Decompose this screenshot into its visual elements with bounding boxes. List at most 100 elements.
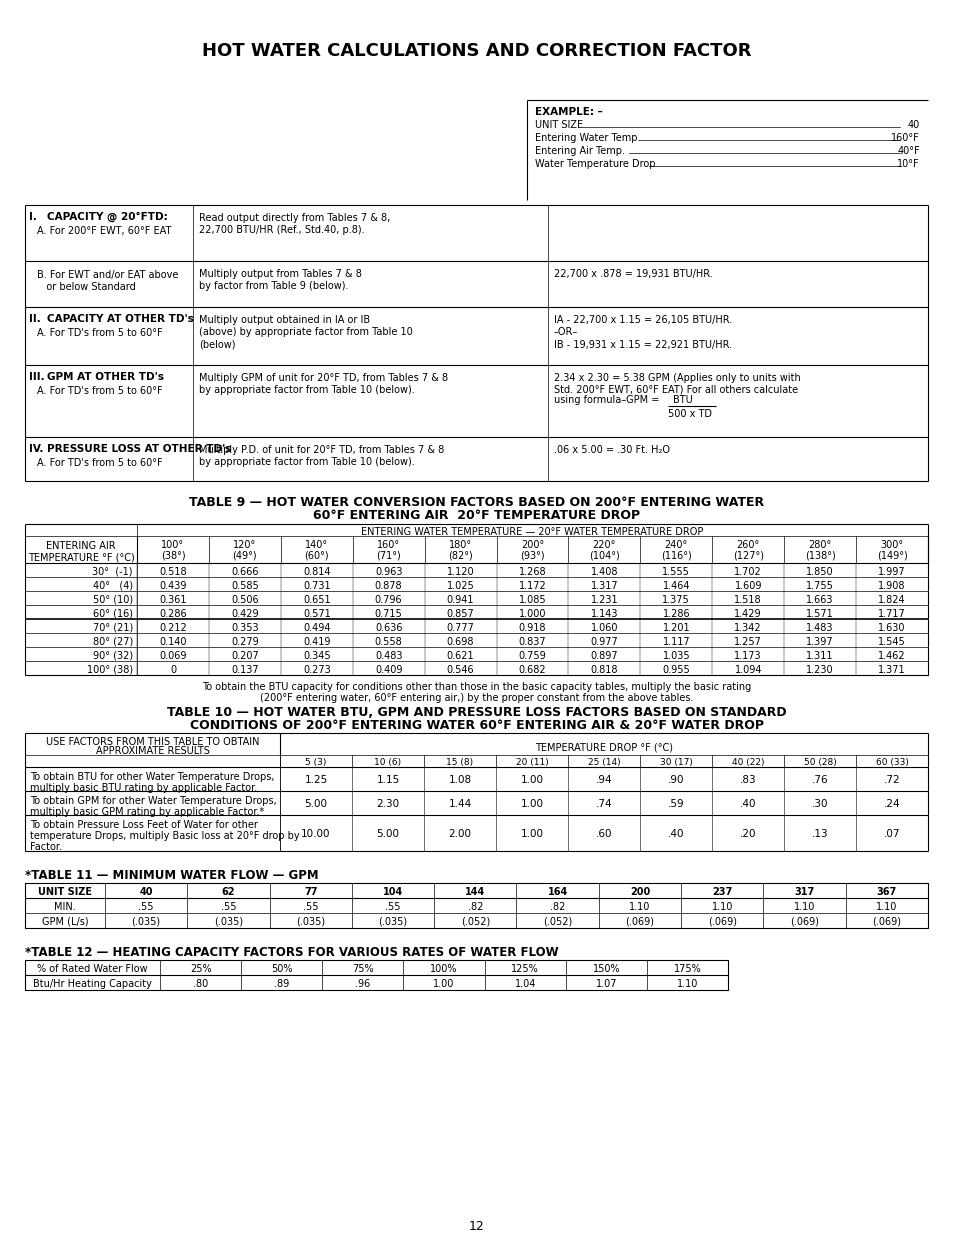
Text: USE FACTORS FROM THIS TABLE TO OBTAIN: USE FACTORS FROM THIS TABLE TO OBTAIN	[46, 737, 259, 747]
Text: (.069): (.069)	[871, 918, 901, 927]
Text: using formula–GPM =: using formula–GPM =	[554, 395, 659, 405]
Text: 500 x TD: 500 x TD	[667, 409, 711, 419]
Text: 1.173: 1.173	[734, 651, 761, 661]
Text: (127°): (127°)	[732, 551, 763, 561]
Text: 125%: 125%	[511, 965, 538, 974]
Text: .55: .55	[303, 902, 318, 911]
Text: 1.000: 1.000	[518, 609, 546, 619]
Text: 20 (11): 20 (11)	[515, 758, 548, 767]
Text: .40: .40	[667, 829, 683, 839]
Text: 0.585: 0.585	[231, 580, 258, 592]
Text: I.: I.	[29, 212, 37, 222]
Text: 1.230: 1.230	[805, 664, 833, 676]
Text: 1.375: 1.375	[661, 595, 689, 605]
Text: .20: .20	[739, 829, 756, 839]
Text: 1.663: 1.663	[805, 595, 833, 605]
Text: 0.897: 0.897	[590, 651, 618, 661]
Text: 30 (17): 30 (17)	[659, 758, 692, 767]
Text: 0.506: 0.506	[231, 595, 258, 605]
Text: 25%: 25%	[190, 965, 212, 974]
Text: .89: .89	[274, 979, 289, 989]
Text: 5 (3): 5 (3)	[305, 758, 326, 767]
Text: 1.00: 1.00	[520, 829, 543, 839]
Text: 150%: 150%	[592, 965, 619, 974]
Text: To obtain GPM for other Water Temperature Drops,: To obtain GPM for other Water Temperatur…	[30, 797, 276, 806]
Text: 160°: 160°	[376, 540, 400, 550]
Text: 1.085: 1.085	[518, 595, 546, 605]
Text: 22,700 x .878 = 19,931 BTU/HR.: 22,700 x .878 = 19,931 BTU/HR.	[554, 269, 712, 279]
Text: 1.555: 1.555	[661, 567, 690, 577]
Text: .60: .60	[595, 829, 612, 839]
Text: 1.10: 1.10	[875, 902, 897, 911]
Text: Factor.: Factor.	[30, 842, 62, 852]
Text: 0.796: 0.796	[375, 595, 402, 605]
Text: CAPACITY @ 20°FTD:: CAPACITY @ 20°FTD:	[47, 212, 168, 222]
Text: HOT WATER CALCULATIONS AND CORRECTION FACTOR: HOT WATER CALCULATIONS AND CORRECTION FA…	[202, 42, 751, 61]
Text: II.: II.	[29, 314, 41, 324]
Text: 0.353: 0.353	[231, 622, 258, 634]
Text: 1.10: 1.10	[676, 979, 698, 989]
Text: 0.212: 0.212	[159, 622, 187, 634]
Text: TABLE 10 — HOT WATER BTU, GPM AND PRESSURE LOSS FACTORS BASED ON STANDARD: TABLE 10 — HOT WATER BTU, GPM AND PRESSU…	[167, 706, 786, 719]
Text: IA - 22,700 x 1.15 = 26,105 BTU/HR.
–OR–
IB - 19,931 x 1.15 = 22,921 BTU/HR.: IA - 22,700 x 1.15 = 26,105 BTU/HR. –OR–…	[554, 315, 732, 350]
Text: 0.439: 0.439	[159, 580, 187, 592]
Text: 240°: 240°	[664, 540, 687, 550]
Text: Btu/Hr Heating Capacity: Btu/Hr Heating Capacity	[33, 979, 152, 989]
Text: .82: .82	[467, 902, 482, 911]
Text: 1.201: 1.201	[661, 622, 689, 634]
Text: 0.682: 0.682	[518, 664, 546, 676]
Text: 0.273: 0.273	[303, 664, 331, 676]
Text: 1.04: 1.04	[514, 979, 536, 989]
Text: 0.069: 0.069	[159, 651, 187, 661]
Text: 0.814: 0.814	[303, 567, 330, 577]
Text: 0.494: 0.494	[303, 622, 330, 634]
Text: 12: 12	[469, 1220, 484, 1233]
Text: 300°: 300°	[880, 540, 902, 550]
Text: 260°: 260°	[736, 540, 759, 550]
Text: (138°): (138°)	[804, 551, 835, 561]
Text: 0.977: 0.977	[590, 637, 618, 647]
Text: 62: 62	[221, 887, 235, 897]
Text: .24: .24	[882, 799, 900, 809]
Text: A. For TD's from 5 to 60°F: A. For TD's from 5 to 60°F	[37, 387, 162, 396]
Text: To obtain BTU for other Water Temperature Drops,: To obtain BTU for other Water Temperatur…	[30, 772, 274, 782]
Text: ENTERING AIR: ENTERING AIR	[46, 541, 115, 551]
Text: .55: .55	[138, 902, 153, 911]
Text: 1.117: 1.117	[661, 637, 689, 647]
Text: 1.286: 1.286	[661, 609, 689, 619]
Text: UNIT SIZE: UNIT SIZE	[535, 120, 582, 130]
Text: multiply basic GPM rating by applicable Factor.*: multiply basic GPM rating by applicable …	[30, 806, 264, 818]
Text: 100° (38): 100° (38)	[87, 664, 132, 676]
Text: 75%: 75%	[352, 965, 374, 974]
Text: 1.997: 1.997	[878, 567, 905, 577]
Text: 1.518: 1.518	[734, 595, 761, 605]
Text: 1.630: 1.630	[878, 622, 904, 634]
Text: A. For 200°F EWT, 60°F EAT: A. For 200°F EWT, 60°F EAT	[37, 226, 172, 236]
Text: 50%: 50%	[271, 965, 293, 974]
Text: 1.311: 1.311	[805, 651, 833, 661]
Text: (38°): (38°)	[160, 551, 185, 561]
Text: 1.120: 1.120	[446, 567, 474, 577]
Text: 0.621: 0.621	[446, 651, 474, 661]
Text: 0.878: 0.878	[375, 580, 402, 592]
Text: .30: .30	[811, 799, 827, 809]
Text: 1.462: 1.462	[878, 651, 905, 661]
Text: 0.666: 0.666	[231, 567, 258, 577]
Text: 0.558: 0.558	[375, 637, 402, 647]
Text: 0.837: 0.837	[518, 637, 546, 647]
Text: 1.060: 1.060	[590, 622, 618, 634]
Text: 90° (32): 90° (32)	[92, 651, 132, 661]
Text: 1.317: 1.317	[590, 580, 618, 592]
Text: 1.00: 1.00	[433, 979, 455, 989]
Text: Read output directly from Tables 7 & 8,
22,700 BTU/HR (Ref., Std.40, p.8).: Read output directly from Tables 7 & 8, …	[199, 212, 390, 236]
Text: (200°F entering water, 60°F entering air,) by the proper constant from the above: (200°F entering water, 60°F entering air…	[260, 693, 693, 703]
Text: 5.00: 5.00	[304, 799, 327, 809]
Text: 1.231: 1.231	[590, 595, 618, 605]
Text: 1.755: 1.755	[805, 580, 833, 592]
Text: .96: .96	[355, 979, 370, 989]
Text: .94: .94	[595, 776, 612, 785]
Text: 40: 40	[139, 887, 152, 897]
Text: ENTERING WATER TEMPERATURE — 20°F WATER TEMPERATURE DROP: ENTERING WATER TEMPERATURE — 20°F WATER …	[361, 527, 703, 537]
Text: TEMPERATURE DROP °F (°C): TEMPERATURE DROP °F (°C)	[535, 742, 672, 752]
Text: 0.419: 0.419	[303, 637, 330, 647]
